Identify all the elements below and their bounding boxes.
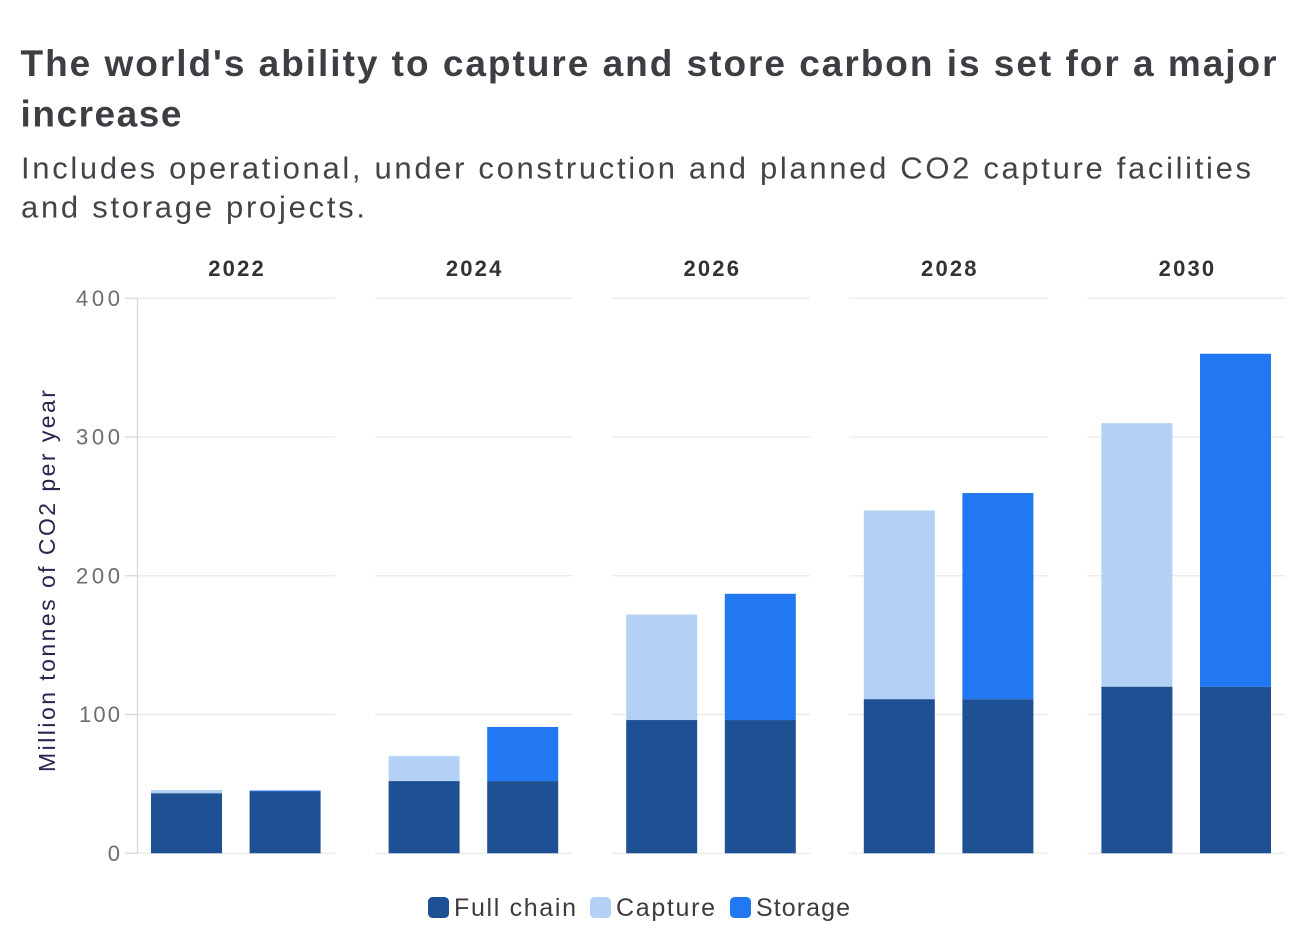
svg-text:Storage: Storage bbox=[756, 894, 850, 922]
svg-text:Includes operational, under co: Includes operational, under construction… bbox=[21, 150, 1251, 185]
svg-text:300: 300 bbox=[76, 425, 120, 450]
svg-text:increase: increase bbox=[21, 94, 182, 135]
svg-text:2028: 2028 bbox=[921, 256, 977, 281]
svg-text:400: 400 bbox=[76, 286, 120, 311]
svg-text:2026: 2026 bbox=[683, 256, 739, 281]
svg-text:2030: 2030 bbox=[1159, 256, 1215, 281]
svg-text:200: 200 bbox=[76, 563, 120, 588]
svg-text:Full chain: Full chain bbox=[454, 894, 576, 922]
svg-text:0: 0 bbox=[108, 841, 120, 866]
svg-text:2024: 2024 bbox=[446, 256, 502, 281]
svg-text:and storage projects.: and storage projects. bbox=[21, 190, 365, 225]
svg-text:2022: 2022 bbox=[208, 256, 264, 281]
svg-text:The world's ability to capture: The world's ability to capture and store… bbox=[21, 43, 1277, 84]
svg-text:Capture: Capture bbox=[616, 894, 715, 922]
svg-text:100: 100 bbox=[79, 702, 120, 727]
svg-text:Million tonnes of CO2 per year: Million tonnes of CO2 per year bbox=[34, 390, 60, 772]
